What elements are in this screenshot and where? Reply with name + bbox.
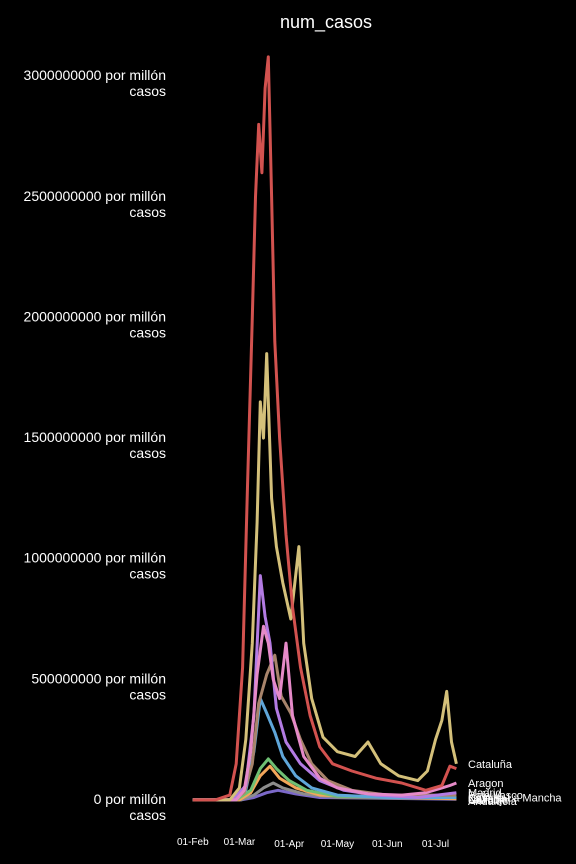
end-label: La Rioja	[468, 794, 509, 806]
y-tick-unit: casos	[129, 324, 166, 340]
x-tick-label: 01-May	[321, 839, 354, 850]
y-tick-value: 0 por millón	[94, 791, 166, 807]
y-tick-label: 3000000000 por millón casos	[24, 67, 166, 99]
y-tick-unit: casos	[129, 83, 166, 99]
x-tick-label: 01-Mar	[224, 837, 256, 848]
y-tick-value: 1500000000 por millón	[24, 429, 166, 445]
y-tick-label: 2000000000 por millón casos	[24, 308, 166, 340]
chart-title: num_casos	[280, 12, 372, 33]
x-axis: 01-Feb 01-Mar 01-Apr 01-May 01-Jun 01-Jul	[177, 837, 449, 850]
end-label: Castilla La Mancha	[468, 793, 562, 805]
series-line-0	[192, 55, 457, 802]
end-label: Andalucía	[468, 796, 518, 808]
y-tick-value: 1000000000 por millón	[24, 550, 166, 566]
y-tick-unit: casos	[129, 445, 166, 461]
y-tick-value: 2000000000 por millón	[24, 308, 166, 324]
series-line-6	[192, 757, 457, 802]
y-tick-label: 1000000000 por millón casos	[24, 550, 166, 582]
x-tick-label: 01-Apr	[274, 839, 305, 850]
end-label: Navarra	[468, 794, 508, 806]
y-tick-value: 2500000000 por millón	[24, 188, 166, 204]
y-tick-unit: casos	[129, 204, 166, 220]
series-line-2	[192, 624, 457, 802]
x-tick-label: 01-Jul	[422, 839, 449, 850]
series-line-3	[192, 574, 457, 802]
y-tick-unit: casos	[129, 807, 166, 823]
y-tick-unit: casos	[129, 566, 166, 582]
y-tick-label: 500000000 por millón casos	[31, 670, 166, 702]
series-line-1	[192, 352, 458, 802]
end-label: Madrid	[468, 788, 502, 800]
y-tick-label: 0 por millón casos	[94, 791, 166, 823]
x-tick-label: 01-Feb	[177, 837, 209, 848]
y-tick-value: 500000000 por millón	[31, 670, 166, 686]
end-label: Cataluña	[468, 759, 513, 771]
series-lines	[192, 55, 458, 802]
y-tick-label: 2500000000 por millón casos	[24, 188, 166, 220]
end-label: Galicia	[468, 795, 503, 807]
y-tick-value: 3000000000 por millón	[24, 67, 166, 83]
y-tick-unit: casos	[129, 686, 166, 702]
end-label: Aragon	[468, 778, 503, 790]
y-tick-label: 1500000000 por millón casos	[24, 429, 166, 461]
x-tick-label: 01-Jun	[372, 839, 403, 850]
end-label: País Vasco	[468, 790, 523, 802]
